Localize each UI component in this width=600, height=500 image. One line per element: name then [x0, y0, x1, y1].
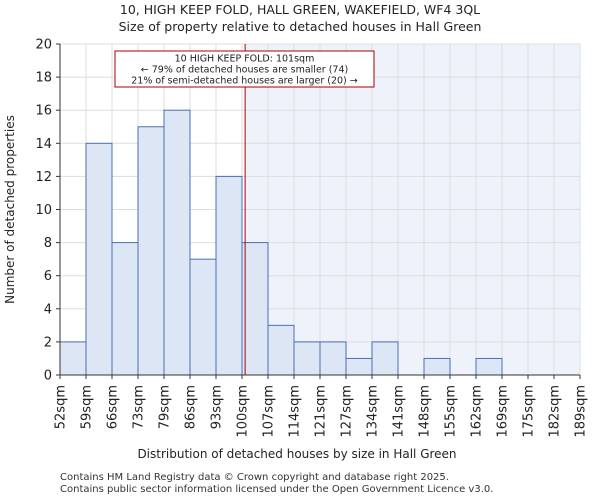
footer-licence: Contains public sector information licen… — [60, 484, 494, 495]
histogram-bar — [85, 142, 113, 376]
x-tick-label: 141sqm — [392, 385, 407, 438]
y-tick-label: 4 — [44, 302, 52, 317]
histogram-bar — [371, 341, 399, 376]
x-tick-label: 162sqm — [470, 385, 485, 438]
histogram-bar — [59, 341, 87, 376]
x-axis-label: Distribution of detached houses by size … — [137, 447, 456, 461]
y-tick-label: 10 — [35, 203, 52, 218]
histogram-bar — [423, 357, 451, 376]
y-tick-label: 0 — [44, 369, 52, 384]
x-tick-label: 182sqm — [548, 385, 563, 438]
chart-subtitle: Size of property relative to detached ho… — [118, 19, 482, 34]
y-axis-label: Number of detached properties — [3, 115, 17, 304]
histogram-bar — [319, 341, 347, 376]
annotation-line-1: 10 HIGH KEEP FOLD: 101sqm — [175, 54, 315, 65]
histogram-bar — [163, 109, 191, 376]
x-tick-label: 121sqm — [314, 385, 329, 438]
annotation-line-3: 21% of semi-detached houses are larger (… — [131, 76, 358, 87]
y-tick-label: 6 — [44, 269, 52, 284]
x-tick-label: 189sqm — [574, 385, 589, 438]
y-tick-label: 2 — [44, 335, 52, 350]
x-tick-label: 86sqm — [184, 385, 199, 429]
x-tick-label: 169sqm — [496, 385, 511, 438]
histogram-bar — [111, 242, 139, 376]
y-tick-label: 12 — [35, 170, 52, 185]
x-tick-label: 155sqm — [444, 385, 459, 438]
x-tick-label: 93sqm — [210, 385, 225, 429]
x-tick-label: 148sqm — [418, 385, 433, 438]
x-tick-label: 100sqm — [236, 385, 251, 438]
histogram-bar — [189, 258, 217, 376]
histogram-bar — [345, 357, 373, 376]
histogram-chart: 0 2 4 6 8 10 12 14 16 18 20 52sqm 59sqm 66sqm 73sqm 79s… — [3, 38, 589, 462]
histogram-bar — [137, 126, 165, 376]
x-tick-label: 114sqm — [288, 385, 303, 438]
x-tick-label: 79sqm — [158, 385, 173, 429]
annotation-line-2: ← 79% of detached houses are smaller (74… — [141, 65, 348, 76]
y-tick-label: 14 — [35, 137, 52, 152]
y-tick-label: 20 — [35, 38, 52, 53]
y-tick-label: 18 — [35, 71, 52, 86]
x-tick-label: 52sqm — [54, 385, 69, 429]
x-tick-label: 107sqm — [262, 385, 277, 438]
x-tick-label: 127sqm — [340, 385, 355, 438]
footer-copyright: Contains HM Land Registry data © Crown c… — [60, 472, 449, 483]
histogram-bar — [475, 357, 503, 376]
x-tick-label: 73sqm — [132, 385, 147, 429]
y-tick-label: 8 — [44, 236, 52, 251]
annotation-box — [114, 50, 375, 88]
x-tick-label: 66sqm — [106, 385, 121, 429]
x-tick-label: 175sqm — [522, 385, 537, 438]
chart-title: 10, HIGH KEEP FOLD, HALL GREEN, WAKEFIEL… — [119, 2, 481, 17]
histogram-bar — [293, 341, 321, 376]
y-tick-label: 16 — [35, 104, 52, 119]
histogram-bar — [215, 175, 243, 376]
x-tick-label: 134sqm — [366, 385, 381, 438]
histogram-bar — [267, 324, 295, 376]
histogram-bar — [241, 242, 269, 376]
x-tick-label: 59sqm — [80, 385, 95, 429]
